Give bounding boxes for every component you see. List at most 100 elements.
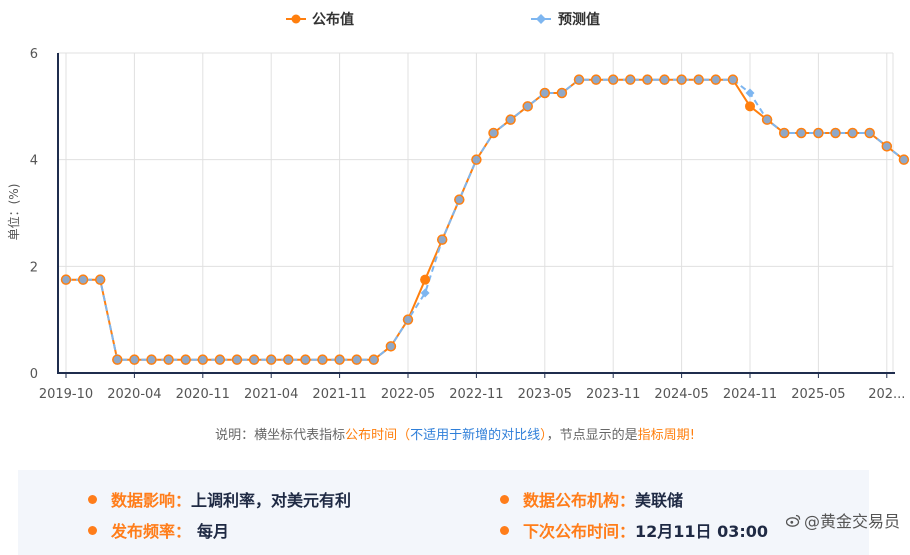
point-published — [317, 354, 328, 365]
note-highlight-time: 公布时间 — [345, 428, 398, 443]
note-paren-close: ） — [540, 428, 547, 443]
info-panel: 数据影响：上调利率，对美元有利 数据公布机构：美联储 发布频率： 每月 下次公布时… — [18, 470, 869, 555]
point-published — [761, 114, 773, 125]
series-line-published — [66, 78, 905, 361]
point-published — [351, 354, 362, 365]
x-tick-label: 2025-05 — [791, 387, 845, 402]
chart-note: 说明：横坐标代表指标公布时间（不适用于新增的对比线），节点显示的是指标周期! — [0, 424, 910, 443]
impact-label: 数据影响： — [111, 491, 192, 510]
point-published — [454, 194, 465, 205]
point-published — [864, 127, 875, 139]
bullet-icon — [500, 526, 509, 535]
info-agency: 数据公布机构：美联储 — [500, 487, 683, 511]
legend-label-published: 公布值 — [312, 11, 354, 28]
frequency-value: 每月 — [197, 522, 230, 541]
x-tick-label: 2021-04 — [244, 387, 298, 402]
note-prefix: 说明：横坐标代表指标 — [215, 428, 346, 443]
point-published — [77, 274, 89, 285]
x-tick-label: 2020-11 — [176, 387, 230, 402]
info-next: 下次公布时间：12月11日 03:00 — [500, 518, 768, 542]
point-published — [471, 154, 482, 165]
x-tick-label: 2023-11 — [586, 387, 640, 402]
x-tick-label: 2024-05 — [654, 387, 708, 402]
x-tick-label: 2019-10 — [39, 387, 93, 402]
x-tick-label: 2022-05 — [381, 387, 435, 402]
point-published — [248, 354, 260, 365]
grid — [58, 52, 894, 373]
point-published — [778, 127, 790, 139]
point-published — [231, 354, 243, 365]
legend[interactable]: 公布值 预测值 — [286, 11, 600, 28]
point-published — [693, 74, 704, 85]
point-published — [727, 74, 739, 85]
point-published — [60, 274, 72, 285]
point-published — [385, 341, 397, 352]
info-frequency: 发布频率： 每月 — [88, 518, 229, 542]
point-published — [334, 354, 345, 365]
series — [60, 74, 910, 365]
point-published — [607, 74, 619, 85]
point-published — [881, 141, 893, 152]
point-published — [505, 114, 516, 125]
legend-item-forecast[interactable]: 预测值 — [531, 11, 600, 28]
point-published — [129, 354, 140, 365]
point-published — [676, 74, 687, 85]
point-published — [94, 274, 106, 285]
point-published — [813, 127, 824, 139]
point-published — [625, 74, 636, 85]
rate-chart: 公布值 预测值 0 2 4 6 2019-10 2020-04 2020-11 2021-04… — [6, 11, 910, 402]
note-suffix: ! — [689, 428, 695, 443]
watermark: @黄金交易员 — [785, 508, 900, 532]
note-highlight-period: 指标周期 — [637, 428, 690, 443]
y-tick-label: 4 — [30, 154, 38, 169]
point-published — [745, 101, 755, 112]
info-impact: 数据影响：上调利率，对美元有利 — [88, 487, 351, 511]
next-label: 下次公布时间： — [523, 522, 636, 541]
y-tick-label: 0 — [30, 367, 38, 382]
x-tick-label: 2023-05 — [518, 387, 572, 402]
x-tick-label: 202... — [868, 387, 905, 402]
legend-item-published[interactable]: 公布值 — [286, 11, 354, 28]
point-published — [642, 74, 653, 85]
point-published — [659, 74, 670, 85]
agency-label: 数据公布机构： — [523, 491, 636, 510]
x-tick-label: 2020-04 — [107, 387, 161, 402]
point-published — [796, 127, 807, 139]
note-paren-open: （ — [397, 428, 411, 443]
legend-label-forecast: 预测值 — [558, 11, 600, 28]
y-axis-title: 单位：(%) — [6, 184, 21, 241]
point-published — [146, 354, 157, 365]
x-tick-label: 2022-11 — [449, 387, 503, 402]
point-published — [847, 127, 858, 139]
weibo-icon — [785, 512, 801, 531]
y-tick-label: 2 — [30, 260, 38, 275]
point-published — [197, 354, 209, 365]
point-published — [163, 354, 174, 365]
axes: 0 2 4 6 2019-10 2020-04 2020-11 2021-04 2021-11 2… — [30, 47, 906, 402]
point-forecast — [420, 288, 430, 298]
agency-value: 美联储 — [635, 491, 684, 510]
frequency-label: 发布频率： — [111, 522, 192, 541]
point-published — [573, 74, 585, 85]
bullet-icon — [500, 495, 509, 504]
point-published — [214, 354, 226, 365]
series-line-forecast — [66, 78, 905, 361]
x-tick-label: 2021-11 — [312, 387, 366, 402]
point-published — [265, 354, 277, 365]
point-published — [112, 354, 123, 365]
note-blue-text: 不适用于新增的对比线 — [410, 428, 541, 443]
point-published — [180, 354, 191, 365]
point-published — [300, 354, 311, 365]
point-published — [556, 87, 568, 99]
note-middle: ，节点显示的是 — [546, 428, 638, 443]
point-published — [420, 274, 431, 285]
point-forecast — [745, 88, 755, 98]
point-published — [488, 127, 499, 139]
point-published — [590, 74, 602, 85]
point-published — [539, 87, 551, 99]
point-published — [283, 354, 294, 365]
bullet-icon — [88, 495, 97, 504]
y-tick-label: 6 — [30, 47, 38, 62]
point-published — [898, 154, 910, 165]
impact-value: 上调利率，对美元有利 — [191, 491, 352, 510]
